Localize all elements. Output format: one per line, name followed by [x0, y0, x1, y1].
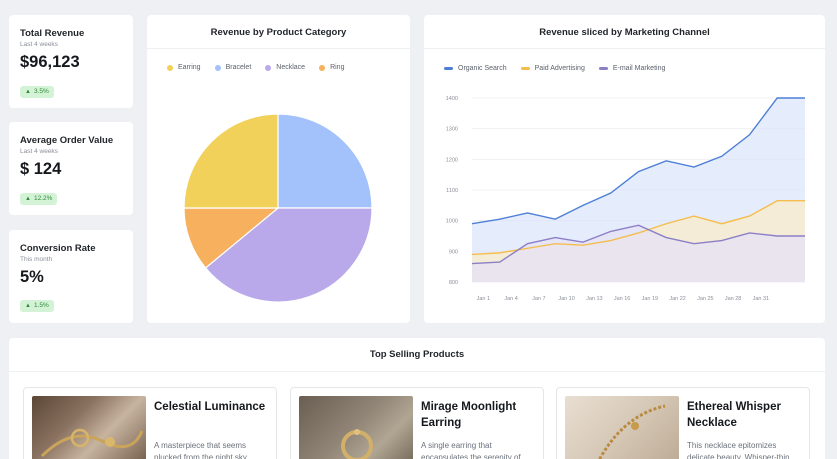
y-tick-label: 1200	[446, 157, 458, 163]
series-line-e-mail-marketing[interactable]	[471, 224, 805, 265]
change-badge: ▲ 12.2%	[20, 193, 58, 205]
bracelet-icon	[40, 428, 144, 458]
y-tick-label: 1300	[446, 127, 458, 133]
panel-divider	[9, 371, 825, 372]
kpi-card-average-order-value: Average Order Value Last 4 weeks $ 124 ▲…	[9, 122, 133, 215]
product-image	[299, 396, 413, 459]
product-card[interactable]: Celestial Luminance A masterpiece that s…	[23, 387, 277, 459]
kpi-value: $96,123	[20, 53, 80, 71]
legend-item-earring[interactable]: Earring	[167, 64, 201, 71]
change-value: 1.5%	[33, 302, 49, 309]
legend-label: Bracelet	[225, 64, 252, 71]
legend-label: Organic Search	[458, 65, 507, 72]
y-tick-label: 900	[449, 249, 458, 255]
kpi-period: Last 4 weeks	[20, 41, 58, 48]
legend-item-bracelet[interactable]: Bracelet	[214, 64, 252, 71]
x-tick-label: Jan 16	[614, 296, 631, 302]
legend-label: Earring	[178, 64, 201, 71]
product-image	[565, 396, 679, 459]
legend-swatch	[319, 64, 326, 71]
area-chart-panel: Revenue sliced by Marketing Channel Orga…	[424, 15, 825, 323]
pie-slice-earring[interactable]	[183, 113, 279, 209]
legend-swatch	[444, 67, 453, 70]
arrow-up-icon: ▲	[25, 303, 31, 309]
legend-swatch	[167, 64, 173, 71]
x-tick-label: Jan 28	[725, 296, 742, 302]
kpi-title: Conversion Rate	[20, 243, 96, 254]
product-description: This necklace epitomizes delicate beauty…	[687, 441, 790, 459]
product-card[interactable]: Ethereal Whisper Necklace This necklace …	[556, 387, 810, 459]
chart-title: Revenue by Product Category	[210, 27, 347, 38]
kpi-title: Total Revenue	[20, 28, 85, 39]
legend-item-e-mail-marketing[interactable]: E-mail Marketing	[598, 65, 666, 72]
legend-swatch	[265, 64, 272, 71]
x-tick-label: Jan 22	[669, 296, 686, 302]
y-tick-label: 1000	[446, 219, 458, 225]
x-tick-label: Jan 19	[642, 296, 659, 302]
legend-swatch	[598, 67, 608, 70]
change-badge: ▲ 3.5%	[20, 86, 54, 98]
product-name: Ethereal Whisper Necklace	[687, 401, 781, 429]
kpi-card-total-revenue: Total Revenue Last 4 weeks $96,123 ▲ 3.5…	[9, 15, 133, 108]
series-line-organic-search[interactable]	[471, 97, 805, 225]
product-name: Celestial Luminance	[154, 401, 266, 413]
kpi-period: This month	[20, 256, 53, 263]
chart-legend: Earring Bracelet Necklace Ring	[167, 64, 344, 71]
kpi-value: $ 124	[20, 160, 62, 178]
area-chart: 800 900 1000 1100 1200 1300 1400 Jan 1 Jan 4 Jan …	[446, 96, 805, 302]
legend-label: Paid Advertising	[534, 65, 585, 72]
product-description: A masterpiece that seems plucked from th…	[154, 441, 247, 459]
product-name: Mirage Moonlight Earring	[421, 401, 517, 429]
x-tick-label: Jan 7	[532, 296, 545, 302]
area-fill-e-mail-marketing	[472, 225, 805, 282]
y-tick-label: 1400	[446, 96, 458, 102]
legend-swatch	[520, 67, 530, 70]
legend-label: Ring	[330, 64, 345, 71]
x-tick-label: Jan 1	[477, 296, 490, 302]
product-card[interactable]: Mirage Moonlight Earring A single earrin…	[290, 387, 544, 459]
legend-item-ring[interactable]: Ring	[319, 64, 344, 71]
chart-title: Revenue sliced by Marketing Channel	[539, 27, 710, 38]
pie-slice-ring[interactable]	[183, 207, 280, 269]
kpi-title: Average Order Value	[20, 135, 114, 146]
kpi-period: Last 4 weeks	[20, 148, 58, 155]
arrow-up-icon: ▲	[25, 89, 31, 95]
x-tick-label: Jan 10	[558, 296, 575, 302]
series-line-paid-advertising[interactable]	[471, 200, 805, 256]
legend-label: E-mail Marketing	[612, 65, 666, 72]
earring-icon	[341, 429, 373, 459]
legend-swatch	[214, 64, 221, 71]
kpi-card-conversion-rate: Conversion Rate This month 5% ▲ 1.5%	[9, 230, 133, 323]
section-title: Top Selling Products	[369, 349, 465, 360]
necklace-icon	[597, 404, 666, 459]
change-badge: ▲ 1.5%	[20, 300, 54, 312]
panel-divider	[424, 48, 825, 49]
product-description: A single earring that encapsulates the s…	[421, 441, 521, 459]
arrow-up-icon: ▲	[25, 196, 31, 202]
x-tick-label: Jan 13	[586, 296, 603, 302]
legend-item-organic-search[interactable]: Organic Search	[444, 65, 507, 72]
pie-chart-panel: Revenue by Product Category Earring Brace…	[147, 15, 410, 323]
x-tick-label: Jan 31	[753, 296, 770, 302]
legend-item-paid-advertising[interactable]: Paid Advertising	[520, 65, 585, 72]
change-value: 3.5%	[33, 88, 49, 95]
legend-item-necklace[interactable]: Necklace	[265, 64, 305, 71]
x-tick-label: Jan 4	[504, 296, 517, 302]
product-image	[32, 396, 146, 459]
x-tick-label: Jan 25	[697, 296, 714, 302]
y-tick-label: 800	[449, 280, 458, 286]
panel-divider	[147, 48, 410, 49]
chart-legend: Organic Search Paid Advertising E-mail Mar…	[444, 65, 665, 72]
y-tick-label: 1100	[446, 188, 458, 194]
pie-slice-bracelet[interactable]	[277, 113, 373, 209]
kpi-value: 5%	[20, 268, 44, 286]
pie-chart	[183, 113, 373, 303]
legend-label: Necklace	[276, 64, 306, 71]
pie-slice-necklace[interactable]	[204, 207, 373, 303]
change-value: 12.2%	[33, 195, 53, 202]
